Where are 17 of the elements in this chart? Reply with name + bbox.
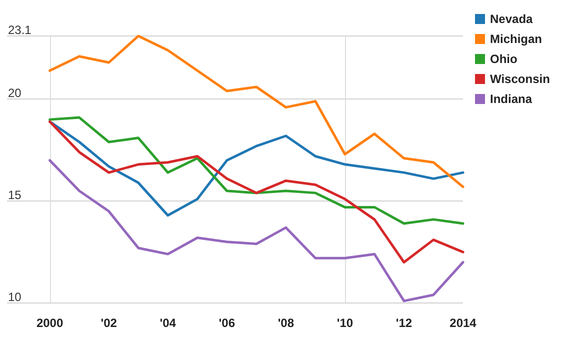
legend-label: Indiana [490,92,532,106]
x-tick-label: '04 [160,316,176,330]
x-tick-label: '10 [336,316,354,330]
x-tick-label: '02 [100,316,118,330]
x-tick-label: '08 [278,316,294,330]
legend-label: Michigan [490,32,542,46]
x-tick-label: 2000 [36,316,64,330]
legend-label: Wisconsin [490,72,550,86]
x-tick-label: '06 [218,316,236,330]
x-tick-label: 2014 [450,316,477,330]
x-tick-label: '12 [396,316,412,330]
y-tick-label: 15 [8,188,22,202]
y-tick-label: 23.1 [8,23,32,37]
y-tick-label: 10 [8,290,22,304]
legend-label: Ohio [490,52,518,66]
y-tick-label: 20 [8,86,22,100]
legend-label: Nevada [490,12,534,26]
